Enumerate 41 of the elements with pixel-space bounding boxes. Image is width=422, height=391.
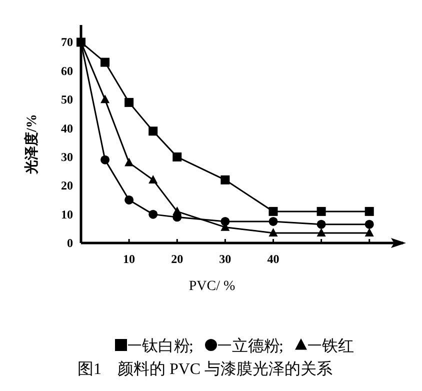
x-axis-title: PVC/ %: [188, 279, 236, 294]
y-tick-label: 50: [61, 92, 73, 107]
text: 图1 颜料的 PVC 与漆膜光泽的关系: [77, 360, 333, 378]
point: [268, 206, 278, 216]
y-tick-label: 70: [61, 35, 73, 50]
point: [316, 206, 326, 216]
point: [172, 206, 182, 216]
point: [100, 155, 110, 164]
y-tick-label: 30: [61, 150, 73, 164]
y-tick-label: 40: [61, 121, 73, 136]
point: [100, 58, 110, 67]
point: [268, 216, 278, 226]
y-tick-label: 20: [61, 178, 73, 193]
point: [148, 174, 158, 184]
text: ;: [189, 338, 194, 355]
point: [100, 94, 110, 104]
y-tick-label: 0: [67, 236, 73, 250]
point: [172, 152, 182, 162]
point: [148, 210, 158, 219]
point: [364, 228, 374, 237]
point: [316, 228, 326, 237]
point: [124, 98, 134, 107]
point: [364, 206, 374, 216]
point: [316, 220, 326, 229]
y-tick-label: 60: [61, 64, 73, 78]
y-tick-label: 10: [61, 207, 73, 222]
point: [268, 228, 278, 237]
legend-label: 铁红: [321, 338, 354, 355]
point: [124, 158, 134, 166]
x-tick-label: 10: [123, 252, 136, 266]
point: [148, 126, 158, 136]
y-axis-title: 光泽度/%: [23, 114, 40, 175]
point: [124, 195, 134, 204]
point: [220, 175, 230, 184]
text: ;: [279, 338, 284, 355]
legend-label: 钛白粉: [141, 338, 190, 355]
x-tick-label: 40: [267, 252, 280, 266]
x-tick-label: 30: [219, 252, 232, 266]
point: [364, 220, 374, 229]
legend-label: 立德粉: [232, 337, 280, 355]
x-tick-label: 20: [171, 252, 184, 266]
